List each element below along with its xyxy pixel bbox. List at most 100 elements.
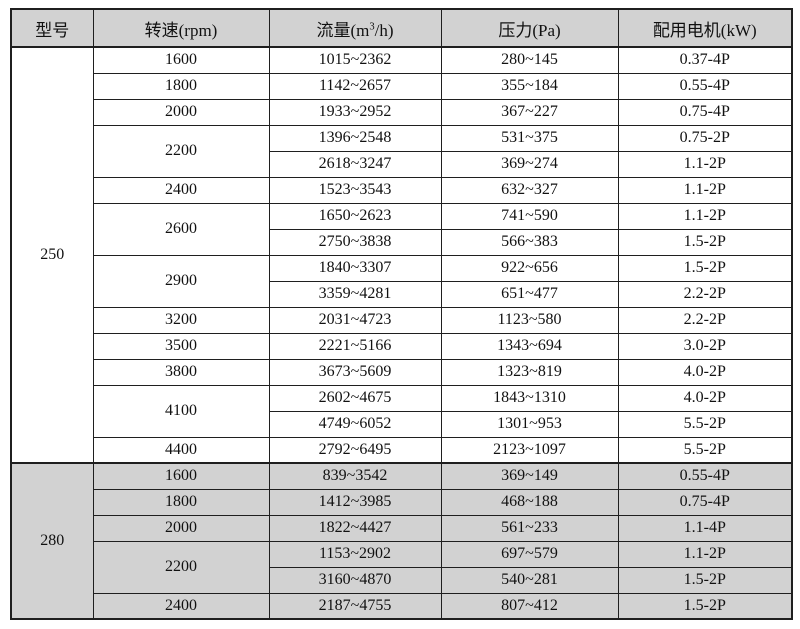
table-row: 2000 1933~2952 367~227 0.75-4P <box>11 98 793 126</box>
speed-cell: 1600 <box>92 462 270 490</box>
flow-header-superscript: 3 <box>369 20 375 32</box>
col-header-motor: 配用电机(kW) <box>617 8 793 48</box>
motor-cell: 1.1-4P <box>617 514 793 542</box>
pressure-cell: 566~383 <box>440 228 619 256</box>
pressure-cell: 2123~1097 <box>440 436 619 464</box>
flow-cell: 3673~5609 <box>268 358 442 386</box>
pressure-cell: 1301~953 <box>440 410 619 438</box>
pressure-cell: 369~149 <box>440 462 619 490</box>
header-row: 型号 转速(rpm) 流量(m3/h) 压力(Pa) 配用电机(kW) <box>10 8 793 48</box>
pressure-cell: 355~184 <box>440 72 619 100</box>
speed-cell: 4400 <box>92 436 270 464</box>
motor-cell: 0.55-4P <box>617 462 793 490</box>
motor-cell: 0.75-4P <box>617 98 793 126</box>
motor-cell: 1.5-2P <box>617 228 793 256</box>
table-row: 3800 3673~5609 1323~819 4.0-2P <box>11 358 793 386</box>
flow-cell: 1142~2657 <box>268 72 442 100</box>
motor-cell: 4.0-2P <box>617 384 793 412</box>
table-row: 4400 2792~6495 2123~1097 5.5-2P <box>11 436 793 464</box>
table-row: 2200 1396~2548 531~375 0.75-2P <box>11 124 793 178</box>
flow-cell: 2618~3247 <box>268 150 442 178</box>
flow-cell: 2602~4675 <box>268 384 442 412</box>
table-row: 3359~4281 651~477 2.2-2P <box>11 280 793 308</box>
pressure-cell: 632~327 <box>440 176 619 204</box>
motor-cell: 1.1-2P <box>617 176 793 204</box>
speed-cell: 4100 <box>92 384 270 438</box>
pressure-cell: 468~188 <box>440 488 619 516</box>
speed-cell: 2200 <box>92 124 270 178</box>
pressure-cell: 1323~819 <box>440 358 619 386</box>
pressure-cell: 741~590 <box>440 202 619 230</box>
motor-cell: 1.1-2P <box>617 202 793 230</box>
table-row: 280 1600 839~3542 369~149 0.55-4P <box>10 462 793 620</box>
col-header-model: 型号 <box>10 8 94 48</box>
speed-cell: 2200 <box>92 540 270 594</box>
table-row: 2200 1153~2902 697~579 1.1-2P <box>11 540 793 594</box>
flow-cell: 1015~2362 <box>268 46 442 74</box>
flow-cell: 1412~3985 <box>268 488 442 516</box>
speed-cell: 3800 <box>92 358 270 386</box>
col-header-speed: 转速(rpm) <box>92 8 270 48</box>
flow-header-suffix: /h) <box>374 20 394 40</box>
pressure-cell: 697~579 <box>440 540 619 568</box>
speed-cell: 3500 <box>92 332 270 360</box>
speed-cell: 2400 <box>92 176 270 204</box>
flow-cell: 2750~3838 <box>268 228 442 256</box>
flow-cell: 1396~2548 <box>268 124 442 152</box>
speed-cell: 2600 <box>92 202 270 256</box>
motor-cell: 4.0-2P <box>617 358 793 386</box>
flow-cell: 1523~3543 <box>268 176 442 204</box>
speed-cell: 1600 <box>92 46 270 74</box>
flow-cell: 1933~2952 <box>268 98 442 126</box>
flow-cell: 1840~3307 <box>268 254 442 282</box>
pressure-cell: 922~656 <box>440 254 619 282</box>
flow-cell: 3359~4281 <box>268 280 442 308</box>
flow-cell: 839~3542 <box>268 462 442 490</box>
pressure-cell: 1123~580 <box>440 306 619 334</box>
flow-cell: 2221~5166 <box>268 332 442 360</box>
pressure-cell: 651~477 <box>440 280 619 308</box>
pressure-cell: 369~274 <box>440 150 619 178</box>
speed-cell: 2000 <box>92 514 270 542</box>
table-row: 3500 2221~5166 1343~694 3.0-2P <box>11 332 793 360</box>
speed-cell: 2400 <box>92 592 270 620</box>
motor-cell: 0.75-2P <box>617 124 793 152</box>
flow-cell: 2792~6495 <box>268 436 442 464</box>
motor-cell: 5.5-2P <box>617 410 793 438</box>
table-row: 4100 2602~4675 1843~1310 4.0-2P <box>11 384 793 438</box>
pressure-cell: 1843~1310 <box>440 384 619 412</box>
flow-cell: 3160~4870 <box>268 566 442 594</box>
motor-cell: 3.0-2P <box>617 332 793 360</box>
pressure-cell: 540~281 <box>440 566 619 594</box>
pressure-cell: 367~227 <box>440 98 619 126</box>
motor-cell: 1.5-2P <box>617 254 793 282</box>
motor-cell: 2.2-2P <box>617 280 793 308</box>
motor-cell: 1.1-2P <box>617 150 793 178</box>
flow-cell: 1650~2623 <box>268 202 442 230</box>
table-row: 2750~3838 566~383 1.5-2P <box>11 228 793 256</box>
flow-cell: 2031~4723 <box>268 306 442 334</box>
motor-cell: 1.1-2P <box>617 540 793 568</box>
table-row: 2600 1650~2623 741~590 1.1-2P <box>11 202 793 256</box>
motor-cell: 0.37-4P <box>617 46 793 74</box>
table-row: 4749~6052 1301~953 5.5-2P <box>11 410 793 438</box>
motor-cell: 0.75-4P <box>617 488 793 516</box>
speed-cell: 2900 <box>92 254 270 308</box>
speed-cell: 1800 <box>92 72 270 100</box>
table-row: 2000 1822~4427 561~233 1.1-4P <box>11 514 793 542</box>
motor-cell: 1.5-2P <box>617 592 793 620</box>
motor-cell: 0.55-4P <box>617 72 793 100</box>
table-row: 1800 1142~2657 355~184 0.55-4P <box>11 72 793 100</box>
table-row: 2400 2187~4755 807~412 1.5-2P <box>11 592 793 620</box>
pressure-cell: 1343~694 <box>440 332 619 360</box>
fan-spec-table: 型号 转速(rpm) 流量(m3/h) 压力(Pa) 配用电机(kW) 250 1… <box>10 8 793 620</box>
table-row: 3160~4870 540~281 1.5-2P <box>11 566 793 594</box>
model-cell: 250 <box>10 46 94 464</box>
table-body: 250 1600 1015~2362 280~145 0.37-4P 1800 1142~2… <box>10 46 793 620</box>
pressure-cell: 280~145 <box>440 46 619 74</box>
motor-cell: 5.5-2P <box>617 436 793 464</box>
speed-cell: 3200 <box>92 306 270 334</box>
table-row: 2900 1840~3307 922~656 1.5-2P <box>11 254 793 308</box>
col-header-pressure: 压力(Pa) <box>440 8 619 48</box>
